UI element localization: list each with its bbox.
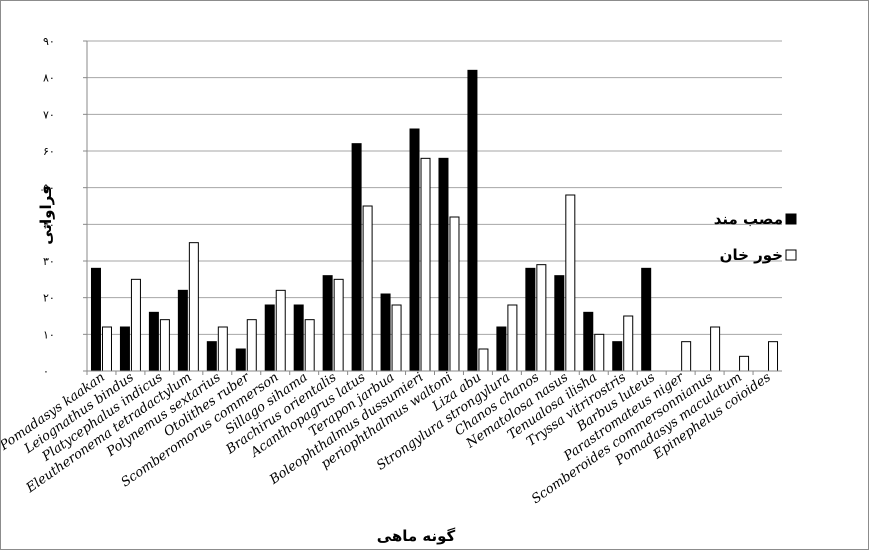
y-axis-ticks: ۰ ۱۰ ۲۰ ۳۰ ۴۰ ۵۰ ۶۰ ۷۰ ۸۰ ۹۰ [43, 35, 87, 378]
bar-creek [333, 278, 344, 372]
bar-creek [710, 326, 721, 372]
legend-label-creek: خور خان [720, 246, 783, 264]
y-tick-label: ۲۰ [43, 292, 55, 305]
bar-estuary [612, 341, 623, 372]
bar-estuary [525, 267, 536, 372]
y-tick-label: ۸۰ [43, 72, 55, 85]
bar-creek [420, 157, 431, 372]
bar-estuary [641, 267, 652, 372]
bar-estuary [119, 326, 130, 372]
bar-creek [681, 341, 692, 372]
bar-estuary [235, 348, 246, 372]
bar-creek [217, 326, 228, 372]
bar-creek [565, 194, 576, 372]
bar-creek [623, 315, 634, 372]
bar-estuary [467, 69, 478, 372]
bar-estuary [322, 275, 333, 372]
bar-estuary [148, 311, 159, 372]
y-tick-label: ۴۰ [43, 218, 55, 231]
bar-creek [275, 289, 286, 372]
bar-creek [101, 326, 112, 372]
bar-creek [768, 341, 779, 372]
bar-estuary [206, 341, 217, 372]
y-tick-label: ۵۰ [43, 182, 55, 195]
y-tick-label: ۶۰ [43, 145, 55, 158]
bar-creek [246, 319, 257, 372]
bar-estuary [351, 143, 362, 372]
bar-estuary [438, 157, 449, 372]
y-tick-label: ۱۰ [43, 328, 55, 341]
bar-estuary [264, 304, 275, 372]
legend-swatch-creek [785, 249, 797, 261]
bar-creek [304, 319, 315, 372]
legend: مصب مند خور خان [714, 210, 797, 264]
bar-creek [159, 319, 170, 372]
bars [90, 69, 779, 372]
bar-creek [130, 278, 141, 372]
bar-estuary [380, 293, 391, 372]
bar-creek [362, 205, 373, 372]
y-tick-label: ۹۰ [43, 35, 55, 48]
bar-estuary [293, 304, 304, 372]
bar-creek [594, 333, 605, 372]
y-axis-label: فراوانی [37, 185, 55, 245]
bar-estuary [177, 289, 188, 372]
legend-label-estuary: مصب مند [714, 210, 783, 228]
bar-creek [507, 304, 518, 372]
y-tick-label: ۷۰ [43, 108, 55, 121]
legend-swatch-estuary [785, 213, 797, 225]
bar-creek [188, 242, 199, 372]
bar-creek [449, 216, 460, 372]
bar-creek [478, 348, 489, 372]
bar-creek [391, 304, 402, 372]
y-tick-label: ۰ [43, 365, 49, 378]
x-axis-label: گونه ماهی [377, 527, 456, 545]
bar-estuary [496, 326, 507, 372]
bar-creek [739, 355, 750, 372]
bar-estuary [409, 128, 420, 372]
gridlines [87, 40, 782, 335]
bar-estuary [90, 267, 101, 372]
bar-estuary [583, 311, 594, 372]
bar-estuary [554, 275, 565, 372]
bar-creek [536, 264, 547, 372]
y-tick-label: ۳۰ [43, 255, 55, 268]
